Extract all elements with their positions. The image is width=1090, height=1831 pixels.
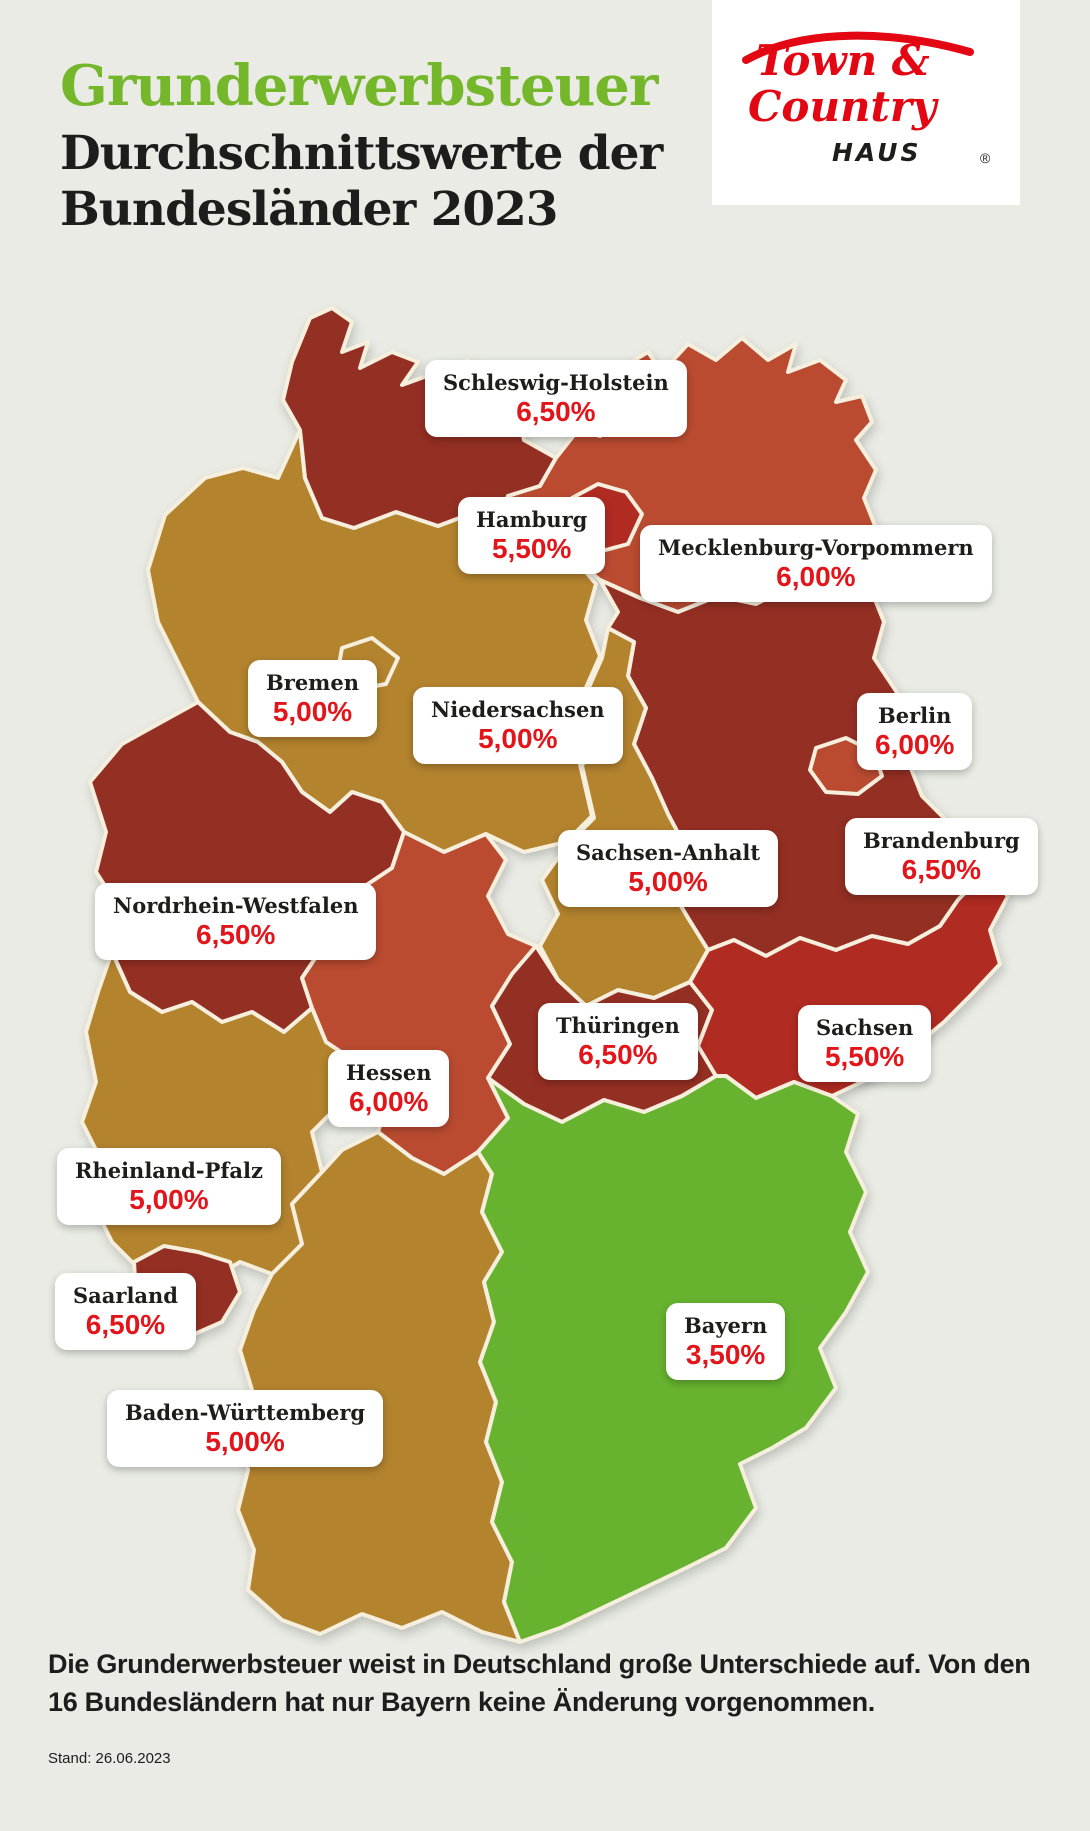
state-label-sachsen-anhalt: Sachsen-Anhalt 5,00% <box>558 830 779 907</box>
state-name: Bayern <box>684 1313 768 1338</box>
state-name: Hessen <box>346 1060 432 1085</box>
state-label-rheinland-pfalz: Rheinland-Pfalz 5,00% <box>57 1148 281 1225</box>
state-value: 5,00% <box>272 696 353 728</box>
state-name: Sachsen-Anhalt <box>576 840 761 865</box>
state-value: 3,50% <box>685 1339 766 1371</box>
state-label-bayern: Bayern 3,50% <box>666 1303 786 1380</box>
state-label-thueringen: Thüringen 6,50% <box>538 1003 698 1080</box>
state-name: Schleswig-Holstein <box>443 370 669 395</box>
state-name: Nordrhein-Westfalen <box>113 893 359 918</box>
logo-roof-swoosh-icon <box>742 31 974 64</box>
state-value: 5,00% <box>478 723 558 755</box>
footer-description: Die Grunderwerbsteuer weist in Deutschla… <box>48 1649 1031 1718</box>
state-value: 6,50% <box>85 1309 166 1341</box>
state-label-hamburg: Hamburg 5,50% <box>458 497 606 574</box>
logo-text-town: Town & <box>756 36 930 85</box>
state-name: Baden-Württemberg <box>125 1400 366 1425</box>
state-value: 6,00% <box>875 729 955 761</box>
state-label-brandenburg: Brandenburg 6,50% <box>845 818 1038 895</box>
state-value: 6,50% <box>196 919 276 951</box>
state-label-bremen: Bremen 5,00% <box>248 660 378 737</box>
page-subtitle-line1: Durchschnittswerte der <box>60 126 663 181</box>
state-name: Sachsen <box>816 1015 914 1040</box>
state-value: 5,00% <box>628 866 708 898</box>
page-title: Grunderwerbsteuer <box>60 53 658 119</box>
state-value: 5,00% <box>205 1426 285 1458</box>
logo-text-country: Country <box>748 82 937 131</box>
state-value: 6,50% <box>578 1039 658 1071</box>
state-value: 5,00% <box>129 1184 209 1216</box>
registered-trademark-icon: ® <box>980 150 991 166</box>
state-value: 6,50% <box>901 854 982 886</box>
state-label-saarland: Saarland 6,50% <box>55 1273 196 1350</box>
page-subtitle-line2: Bundesländer 2023 <box>60 182 558 237</box>
state-name: Saarland <box>73 1283 178 1308</box>
state-value: 5,50% <box>491 533 572 565</box>
state-name: Brandenburg <box>863 828 1020 853</box>
state-name: Thüringen <box>556 1013 680 1038</box>
state-label-schleswig-holstein: Schleswig-Holstein 6,50% <box>425 360 687 437</box>
state-name: Berlin <box>878 703 952 728</box>
logo-text-haus: HAUS <box>832 138 922 167</box>
state-name: Bremen <box>266 670 360 695</box>
state-label-hessen: Hessen 6,00% <box>328 1050 450 1127</box>
state-label-nordrhein-westfalen: Nordrhein-Westfalen 6,50% <box>95 883 377 960</box>
state-name: Mecklenburg-Vorpommern <box>658 535 974 560</box>
state-value: 6,50% <box>516 396 596 428</box>
state-name: Hamburg <box>476 507 588 532</box>
state-value: 5,50% <box>824 1041 905 1073</box>
state-value: 6,00% <box>349 1086 429 1118</box>
state-name: Rheinland-Pfalz <box>75 1158 263 1183</box>
footer-date: Stand: 26.06.2023 <box>48 1750 171 1767</box>
town-country-logo: Town & Country HAUS ® <box>712 0 1020 205</box>
state-label-baden-wuerttemberg: Baden-Württemberg 5,00% <box>107 1390 384 1467</box>
state-label-berlin: Berlin 6,00% <box>857 693 973 770</box>
state-label-niedersachsen: Niedersachsen 5,00% <box>413 687 623 764</box>
state-label-mecklenburg-vorpommern: Mecklenburg-Vorpommern 6,00% <box>640 525 992 602</box>
state-name: Niedersachsen <box>431 697 605 722</box>
state-label-sachsen: Sachsen 5,50% <box>798 1005 932 1082</box>
state-value: 6,00% <box>776 561 856 593</box>
